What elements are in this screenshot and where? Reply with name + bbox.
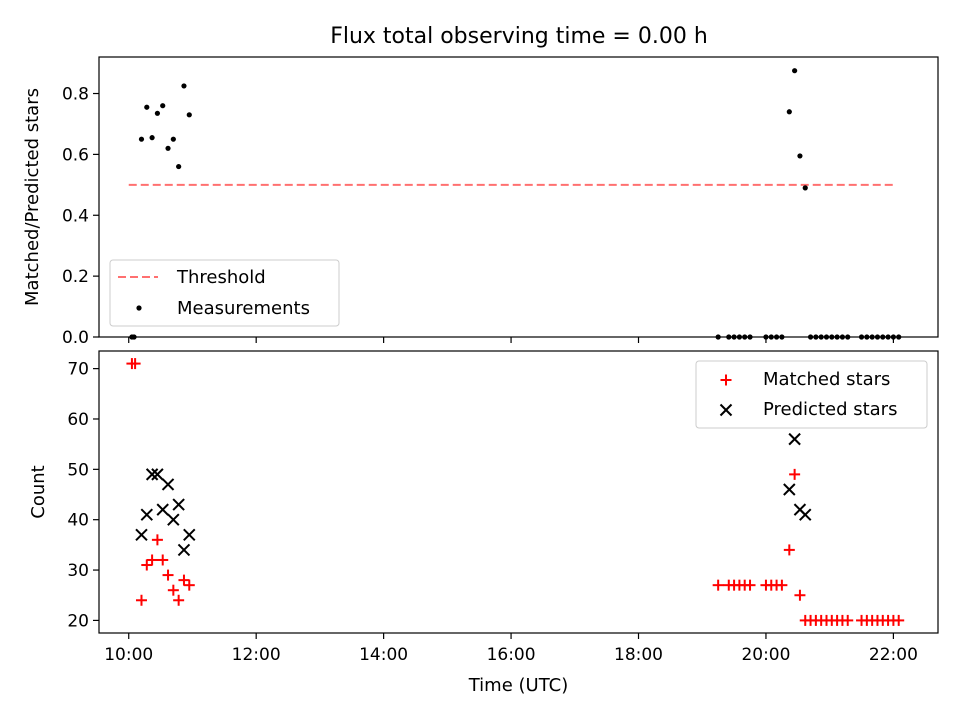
- matched-star-point: [129, 358, 141, 370]
- measurement-point: [160, 103, 166, 109]
- legend-threshold-label: Threshold: [176, 267, 266, 288]
- bottom-axes-frame: [98, 350, 939, 634]
- bottom-y-axis-label: Count: [28, 465, 49, 518]
- matched-star-point: [173, 594, 185, 606]
- matched-star-point: [842, 614, 854, 626]
- measurement-point: [176, 163, 182, 170]
- matched-star-point: [783, 544, 795, 556]
- matched-star-point: [178, 574, 190, 586]
- measurement-point: [181, 83, 187, 89]
- predicted-star-point: [151, 468, 164, 481]
- legend-matched-swatch: [720, 374, 732, 386]
- bottom-panel: 20 30 40 50 60 70 10:00 12:00 14:00 16:00 18:00 20…: [28, 350, 939, 696]
- x-tick-label: 18:00: [614, 645, 663, 665]
- chart-title: Flux total observing time = 0.00 h: [330, 24, 708, 49]
- measurement-point: [149, 135, 155, 141]
- predicted-star-point: [183, 528, 196, 542]
- matched-star-point: [183, 579, 195, 591]
- measurement-point: [165, 145, 171, 151]
- matched-star-point: [162, 569, 174, 581]
- measurement-point: [138, 136, 145, 142]
- x-tick-label: 22:00: [869, 645, 918, 665]
- top-y-tick-label: 0.6: [62, 145, 89, 165]
- legend-predicted-swatch: [719, 403, 733, 417]
- matched-star-point: [151, 534, 163, 546]
- x-tick-label: 14:00: [359, 645, 408, 665]
- x-tick-label: 20:00: [741, 645, 790, 665]
- measurement-point: [792, 68, 798, 74]
- predicted-star-point: [172, 498, 185, 511]
- legend-matched-label: Matched stars: [763, 369, 890, 390]
- matched-star-point: [157, 554, 169, 566]
- predicted-star-point: [799, 508, 812, 521]
- predicted-star-point: [161, 478, 175, 491]
- x-tick-label: 16:00: [487, 645, 536, 665]
- predicted-star-point: [145, 468, 159, 481]
- top-panel: 0.00.20.40.60.8 Matched/Predicted stars …: [22, 56, 939, 348]
- matched-star-point: [776, 579, 788, 591]
- top-y-axis-label: Matched/Predicted stars: [22, 88, 43, 306]
- bottom-x-ticks: 10:00 12:00 14:00 16:00 18:00 20:00 22:00: [104, 633, 918, 665]
- bottom-y-tick-label: 60: [67, 410, 89, 430]
- matched-star-point: [167, 584, 179, 596]
- legend-measurements-swatch: [136, 305, 142, 311]
- matched-star-point: [135, 594, 147, 606]
- bottom-y-tick-label: 70: [67, 360, 89, 380]
- bottom-y-tick-label: 40: [67, 511, 89, 531]
- predicted-star-point: [788, 432, 801, 446]
- matched-star-point: [893, 614, 905, 626]
- predicted-star-point: [783, 483, 796, 496]
- matched-star-point: [794, 589, 806, 601]
- top-axes-frame: [98, 56, 939, 338]
- predicted-stars-points: [135, 432, 812, 557]
- matched-star-point: [744, 579, 756, 591]
- top-y-ticks: 0.0 0.2 0.4 0.6 0.8: [62, 85, 99, 348]
- top-x-ticks: [128, 337, 894, 343]
- predicted-star-point: [167, 513, 180, 526]
- top-y-tick-label: 0.4: [62, 206, 89, 226]
- measurement-point: [170, 136, 176, 142]
- predicted-star-point: [135, 528, 148, 542]
- measurement-point: [786, 109, 792, 115]
- measurement-point: [797, 153, 803, 159]
- top-legend: Threshold Measurements: [109, 259, 340, 327]
- bottom-y-tick-label: 30: [67, 561, 89, 581]
- bottom-legend-box: [695, 360, 928, 429]
- top-y-tick-label: 0.8: [62, 85, 89, 105]
- measurement-point: [802, 185, 808, 191]
- x-tick-label: 12:00: [232, 645, 281, 665]
- x-icon: [719, 403, 733, 417]
- measurement-point: [186, 112, 192, 118]
- matched-stars-points: [126, 358, 905, 626]
- measurement-point: [154, 110, 161, 116]
- matched-star-point: [789, 468, 801, 480]
- legend-measurements-label: Measurements: [177, 298, 310, 319]
- measurement-point: [144, 104, 150, 110]
- matched-star-point: [712, 579, 724, 591]
- top-legend-box: [109, 259, 340, 327]
- x-tick-label: 10:00: [104, 645, 153, 665]
- matched-star-point: [141, 559, 153, 571]
- predicted-star-point: [156, 503, 169, 516]
- x-axis-label: Time (UTC): [468, 675, 569, 696]
- bottom-y-tick-label: 50: [67, 460, 89, 480]
- predicted-star-point: [177, 543, 191, 557]
- plus-icon: [720, 374, 732, 386]
- bottom-y-tick-label: 20: [67, 611, 89, 631]
- matched-star-point: [146, 554, 158, 566]
- top-y-tick-label: 0.0: [62, 328, 89, 348]
- legend-predicted-label: Predicted stars: [763, 399, 897, 420]
- bottom-y-ticks: 20 30 40 50 60 70: [67, 360, 99, 631]
- predicted-star-point: [140, 508, 153, 521]
- bottom-legend: Matched stars Predicted stars: [695, 360, 928, 429]
- top-y-tick-label: 0.2: [62, 267, 89, 287]
